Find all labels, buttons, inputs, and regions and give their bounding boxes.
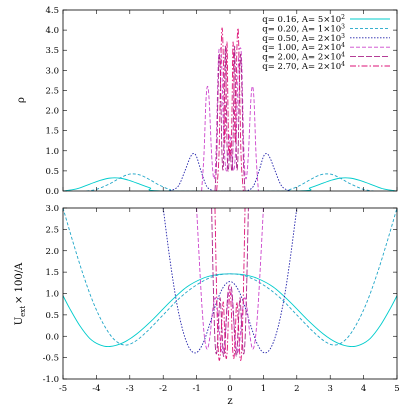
density-y-tick-label: 1.0 [45,147,59,157]
x-tick-label: -1 [192,384,200,394]
density-y-tick-label: 2.5 [45,86,59,96]
potential-y-tick-label: 2.5 [45,225,59,235]
x-tick-label: -3 [126,384,134,394]
x-tick-label: 3 [327,384,332,394]
potential-y-tick-label: 1.5 [45,268,59,278]
density-y-axis-label: ρ [16,97,27,103]
density-ticks: 0.0 0.5 1.0 1.5 2.0 2.5 3.0 3.5 4.0 4.5 [45,6,398,197]
density-panel: 0.0 0.5 1.0 1.5 2.0 2.5 3.0 3.5 4.0 4.5 ρ q= 0.16… [16,6,398,197]
legend-entry-label: q= 0.16, A= 5×102 [262,14,345,25]
density-series-line [63,177,397,191]
density-y-tick-label: 3.0 [45,66,59,76]
density-y-tick-label: 4.0 [45,26,59,36]
potential-series-line [63,208,397,346]
potential-series-line [162,208,298,354]
density-y-tick-label: 2.0 [45,107,59,117]
x-axis-label: z [227,396,232,407]
potential-y-tick-label: 3.0 [45,204,59,214]
legend-entry-label: q= 1.00, A= 2×104 [262,42,345,53]
potential-y-tick-label: 0.0 [45,332,59,342]
x-tick-label: 5 [394,384,399,394]
potential-series-line [214,208,246,361]
density-y-tick-label: 4.5 [45,6,59,16]
potential-curves [63,208,397,361]
x-tick-label: -5 [59,384,67,394]
potential-y-tick-label: -1.0 [43,375,59,385]
x-tick-label: 2 [294,384,299,394]
density-series-line [169,153,291,191]
potential-ticks: -5 -4 -3 -2 -1 0 1 2 3 4 5 -1.0 -0.5 0.0 0.5 1.0 1.5 2.0 2… [43,204,400,394]
potential-series-line [211,208,249,357]
potential-y-label-base: U [14,317,25,325]
density-series-line [201,47,259,191]
potential-panel: -5 -4 -3 -2 -1 0 1 2 3 4 5 -1.0 -0.5 0.0 0.5 1.0 1.5 2.0 2… [14,204,400,407]
potential-y-tick-label: 2.0 [45,247,59,257]
potential-y-axis-label: Uext × 100/A [14,262,27,325]
potential-y-label-subscript: ext [19,306,27,317]
density-series-line [216,27,244,191]
potential-y-tick-label: -0.5 [43,354,59,364]
density-y-tick-label: 0.0 [45,187,59,197]
x-tick-label: 0 [227,384,232,394]
legend-entry-label: q= 2.00, A= 2×104 [262,52,345,63]
density-curves [63,27,397,191]
potential-series-line [196,208,264,354]
legend-entry-label: q= 0.20, A= 1×103 [262,23,345,34]
potential-series-line [63,273,397,348]
density-plot-frame [62,9,398,192]
density-series-line [86,173,374,191]
potential-y-tick-label: 1.0 [45,290,59,300]
potential-y-tick-label: 0.5 [45,311,59,321]
x-tick-label: 4 [361,384,366,394]
x-tick-label: 1 [261,384,266,394]
density-y-tick-label: 0.5 [45,167,59,177]
legend-entry-label: q= 0.50, A= 2×103 [262,33,345,44]
legend-entry-label: q= 2.70, A= 2×104 [262,61,345,72]
x-tick-label: -4 [92,384,100,394]
density-y-tick-label: 3.5 [45,46,59,56]
density-y-tick-label: 1.5 [45,127,59,137]
x-tick-label: -2 [159,384,167,394]
potential-y-label-rest: × 100/A [14,262,25,304]
